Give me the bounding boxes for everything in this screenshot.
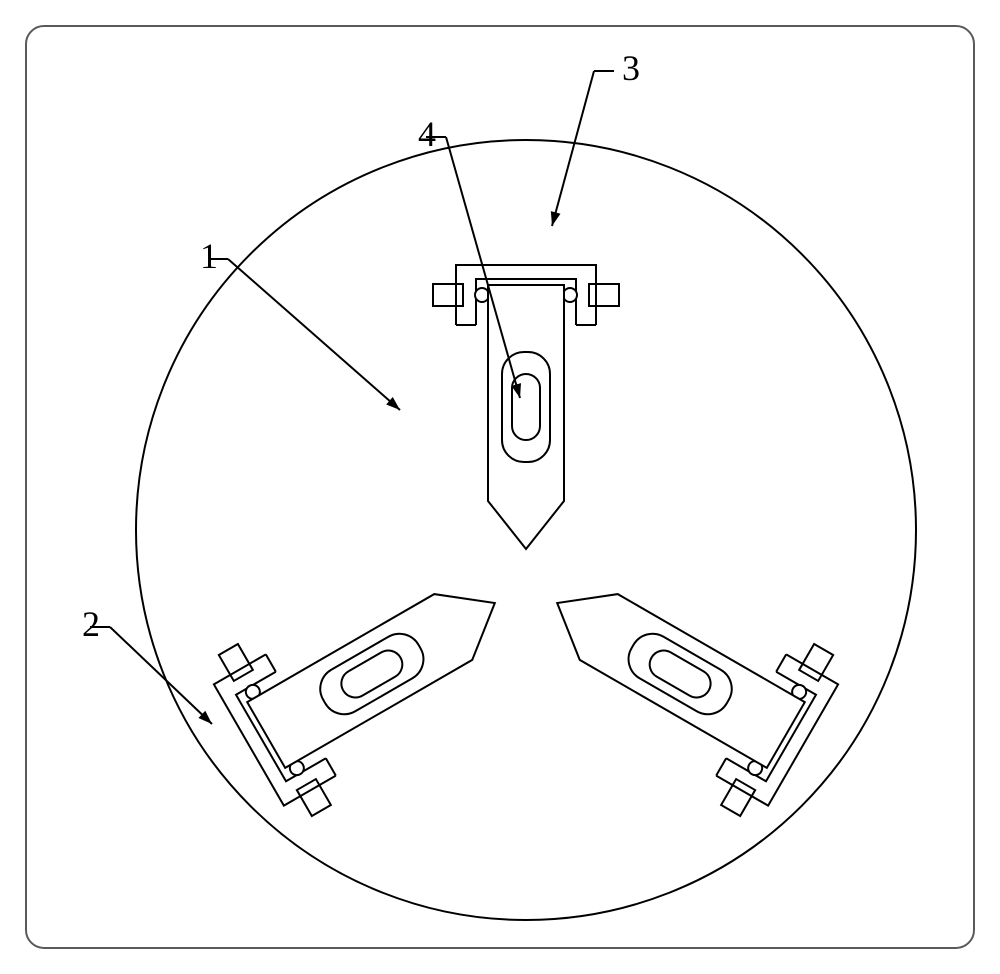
leader-line: [446, 137, 520, 398]
callout-label: 3: [622, 48, 640, 88]
callout-label: 2: [82, 604, 100, 644]
bracket-ear-right: [721, 779, 755, 816]
bracket-pin: [475, 288, 489, 302]
bracket-ear-left: [433, 284, 463, 306]
leader-line: [110, 627, 212, 724]
bracket-ear-left: [297, 779, 331, 816]
callout-label: 4: [418, 114, 436, 154]
callout-label: 1: [200, 236, 218, 276]
clamp-assembly: [202, 522, 541, 825]
bracket-ear-left: [799, 644, 833, 681]
clamp-assembly: [511, 522, 850, 825]
bracket-ear-right: [589, 284, 619, 306]
clamp-assembly: [433, 265, 619, 549]
leader-line: [228, 259, 400, 410]
leader-line: [552, 71, 594, 226]
leader-arrowhead: [551, 211, 561, 226]
bracket-ear-right: [219, 644, 253, 681]
bracket-pin: [563, 288, 577, 302]
